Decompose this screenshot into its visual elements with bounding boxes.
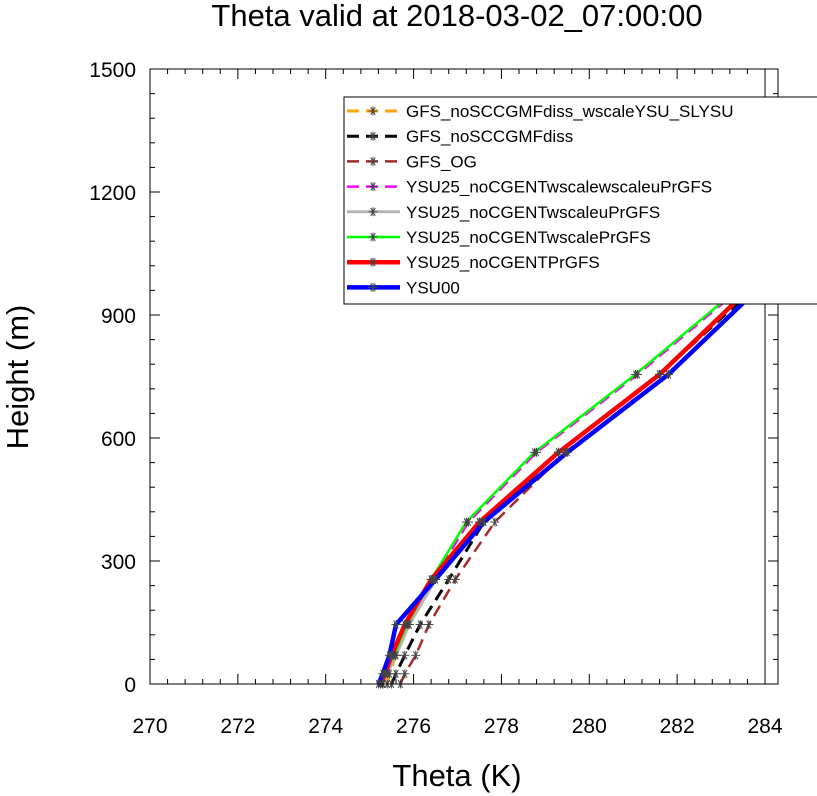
legend-entry: YSU25_noCGENTwscaleuPrGFS [406, 203, 660, 222]
legend-entry: YSU00 [406, 278, 460, 297]
legend-entry: GFS_OG [406, 152, 477, 171]
x-tick-label: 280 [572, 715, 607, 738]
series-marker [529, 447, 539, 457]
x-tick-label: 270 [132, 715, 167, 738]
series-marker [461, 517, 471, 527]
legend-entry: GFS_noSCCGMFdiss_wscaleYSU_SLYSU [406, 102, 734, 121]
series-marker [368, 232, 378, 242]
series-marker [378, 669, 388, 679]
y-tick-label: 1500 [89, 59, 136, 82]
series-marker [391, 620, 401, 630]
legend-entry: GFS_noSCCGMFdiss [406, 127, 573, 146]
series-marker [368, 156, 378, 166]
series-marker [431, 574, 441, 584]
y-tick-label: 600 [101, 428, 136, 451]
series-layer [373, 264, 768, 689]
series-marker [400, 669, 410, 679]
plot-frame [149, 68, 779, 685]
chart-title: Theta valid at 2018-03-02_07:00:00 [211, 0, 702, 33]
y-tick-label: 900 [101, 305, 136, 328]
x-tick-label: 274 [308, 715, 343, 738]
x-tick-label: 276 [396, 715, 431, 738]
y-tick-label: 1200 [89, 182, 136, 205]
series-marker [368, 282, 378, 292]
legend-box [343, 96, 817, 305]
series-marker [391, 669, 401, 679]
series-marker [415, 620, 425, 630]
x-tick-label: 282 [660, 715, 695, 738]
series-marker [490, 517, 500, 527]
series-marker [450, 574, 460, 584]
series-line [376, 265, 768, 685]
legend-entry: YSU25_noCGENTwscalewscaleuPrGFS [406, 178, 712, 197]
series-marker [400, 650, 410, 660]
series-marker [368, 182, 378, 192]
y-tick-label: 300 [101, 551, 136, 574]
y-tick-label: 0 [124, 674, 136, 697]
series-marker [368, 257, 378, 267]
x-tick-label: 278 [484, 715, 519, 738]
series-marker [368, 106, 378, 116]
legend-entry: YSU25_noCGENTPrGFS [406, 253, 600, 272]
series-marker [400, 620, 410, 630]
series-marker [663, 369, 673, 379]
legend-entry: YSU25_noCGENTwscalePrGFS [406, 228, 651, 247]
x-tick-label: 284 [747, 715, 782, 738]
series-marker [630, 369, 640, 379]
legend: GFS_noSCCGMFdiss_wscaleYSU_SLYSU GFS_noSC… [343, 96, 817, 305]
series-marker [424, 620, 434, 630]
x-tick-label: 272 [220, 715, 255, 738]
series-line [378, 264, 767, 685]
series-marker [368, 207, 378, 217]
series-marker [479, 517, 489, 527]
y-axis-label: Height (m) [0, 305, 35, 450]
x-axis-label: Theta (K) [392, 758, 521, 793]
series-marker [562, 447, 572, 457]
series-marker [411, 650, 421, 660]
series-marker [655, 369, 665, 379]
series-marker [384, 650, 394, 660]
series-marker [554, 447, 564, 457]
series-marker [368, 131, 378, 141]
